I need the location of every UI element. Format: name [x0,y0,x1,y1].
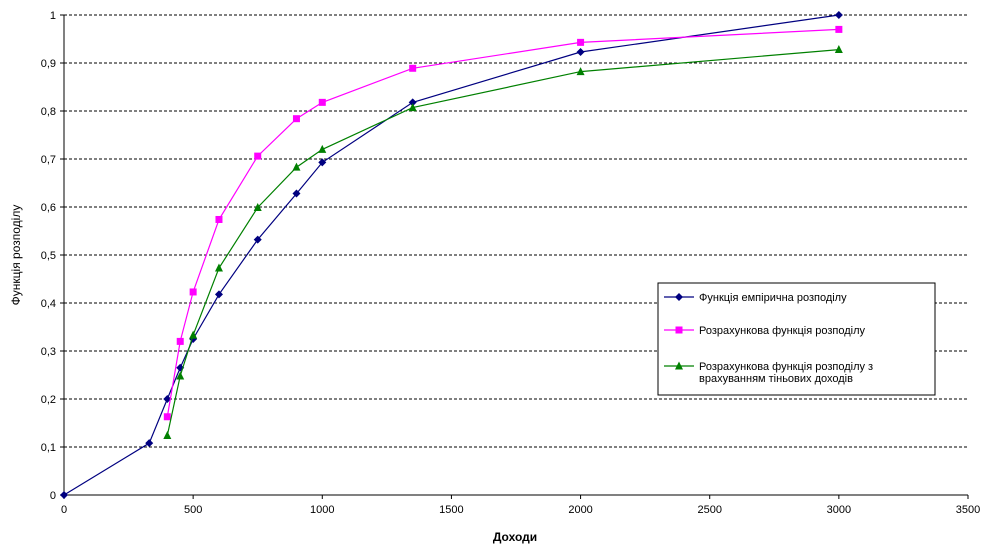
data-point [214,263,223,272]
data-point [253,235,262,244]
data-point [176,337,184,345]
y-tick-label: 0,8 [41,106,56,118]
data-point [214,290,223,299]
series-3 [163,45,843,439]
legend-item-1: Функція емпірична розподілу [664,292,847,304]
legend: Функція емпірична розподілу Розрахункова … [657,282,936,396]
axes [60,14,969,499]
x-axis-label: Доходи [493,530,537,544]
x-tick-label: 3500 [956,504,980,516]
data-point [318,158,327,167]
legend-marker [675,361,683,370]
data-point [292,189,301,198]
data-point [318,98,326,106]
series-1 [60,11,843,499]
data-point [576,67,585,76]
data-point [145,439,154,448]
data-point [292,115,300,123]
legend-marker [675,326,683,334]
data-point [254,152,262,160]
data-point [408,98,417,107]
y-tick-label: 1 [50,10,56,22]
data-point [292,162,301,171]
series-2 [163,25,843,421]
legend-label: врахуванням тіньових доходів [699,373,853,385]
data-point [60,491,68,499]
legend-item-3: Розрахункова функція розподілу зврахуван… [664,361,873,385]
y-tick-label: 0,2 [41,394,56,406]
series-line [166,49,839,436]
data-point [577,38,585,46]
legend-label: Розрахункова функція розподілу [699,325,865,337]
data-point [163,395,172,403]
data-point [576,47,585,56]
data-point [163,413,171,421]
y-tick-label: 0,3 [41,346,56,358]
x-tick-label: 500 [184,504,202,516]
series-line [63,14,839,496]
data-point [318,144,327,153]
x-tick-labels: 0 500 1000 1500 2000 2500 3000 3500 [61,504,980,516]
y-tick-label: 0 [50,490,56,502]
y-tick-label: 0,6 [41,202,56,214]
data-point [176,371,185,380]
y-tick-label: 0,9 [41,58,56,70]
data-point [408,103,417,112]
legend-marker [675,293,683,301]
data-point [253,202,262,211]
data-point [834,45,843,54]
y-tick-label: 0,1 [41,442,56,454]
legend-item-2: Розрахункова функція розподілу [664,325,865,337]
data-point [189,330,198,339]
data-point [834,11,843,19]
x-tick-label: 1500 [439,504,463,516]
data-point [189,288,197,296]
x-tick-label: 2000 [568,504,592,516]
y-tick-label: 0,5 [41,250,56,262]
x-tick-label: 1000 [310,504,334,516]
y-axis-label: Функція розподілу [9,205,23,306]
data-point [409,64,417,72]
legend-box [657,282,936,396]
legend-label: Функція емпірична розподілу [699,292,847,304]
y-tick-labels: 0 0,1 0,2 0,3 0,4 0,5 0,6 0,7 0,8 0,9 1 [41,10,56,502]
y-tick-label: 0,7 [41,154,56,166]
x-tick-label: 3000 [827,504,851,516]
x-tick-label: 2500 [697,504,721,516]
series-line [166,28,839,417]
y-tick-label: 0,4 [41,298,56,310]
data-point [215,215,223,223]
series-group [60,11,843,499]
data-point [163,430,172,439]
legend-label: Розрахункова функція розподілу з [699,361,873,373]
data-point [835,25,843,33]
x-tick-label: 0 [61,504,67,516]
